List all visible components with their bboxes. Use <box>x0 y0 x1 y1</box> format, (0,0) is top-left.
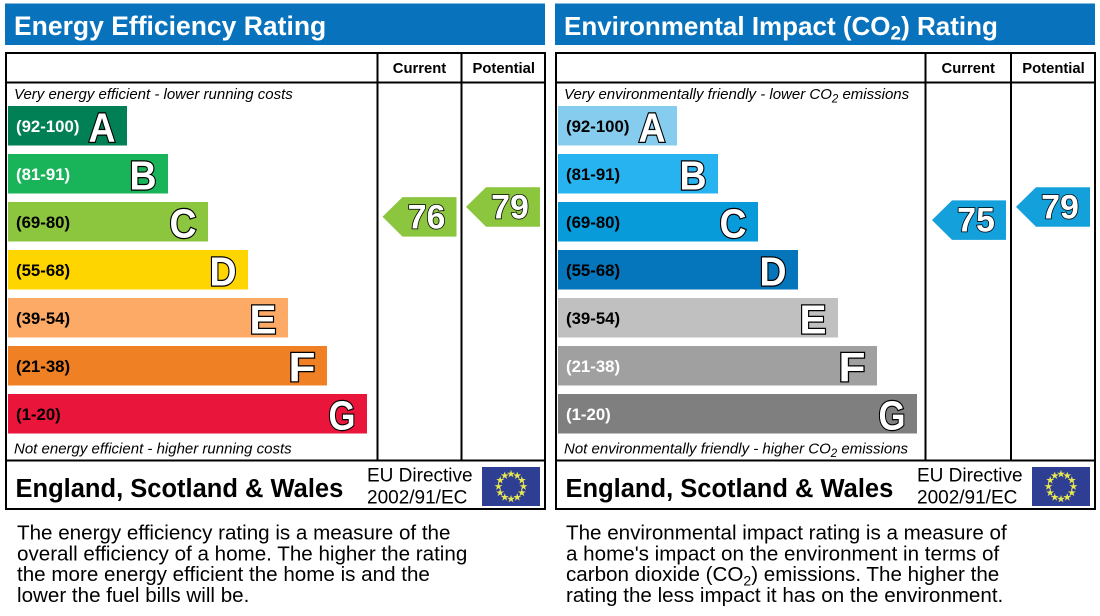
svg-text:Not energy efficient - higher: Not energy efficient - higher running co… <box>14 441 292 458</box>
svg-text:EU Directive: EU Directive <box>917 466 1023 487</box>
svg-text:75: 75 <box>957 202 995 240</box>
svg-text:A: A <box>89 105 116 151</box>
svg-text:(1-20): (1-20) <box>566 405 611 424</box>
svg-text:(69-80): (69-80) <box>16 213 70 232</box>
svg-text:the more energy efficient the: the more energy efficient the home is an… <box>17 563 430 586</box>
svg-text:(55-68): (55-68) <box>566 261 620 280</box>
svg-text:The energy efficiency rating i: The energy efficiency rating is a measur… <box>17 522 450 545</box>
svg-text:Environmental Impact (CO2) Rat: Environmental Impact (CO2) Rating <box>564 11 998 45</box>
svg-text:E: E <box>800 297 827 343</box>
svg-text:Potential: Potential <box>473 61 535 77</box>
svg-text:Energy Efficiency Rating: Energy Efficiency Rating <box>14 11 326 41</box>
svg-text:2002/91/EC: 2002/91/EC <box>917 488 1017 509</box>
svg-text:2002/91/EC: 2002/91/EC <box>367 488 467 509</box>
svg-text:A: A <box>639 105 666 151</box>
svg-text:E: E <box>250 297 277 343</box>
svg-text:G: G <box>329 393 356 439</box>
svg-text:(55-68): (55-68) <box>16 261 70 280</box>
svg-text:(21-38): (21-38) <box>16 357 70 376</box>
svg-text:Very environmentally friendly: Very environmentally friendly - lower CO… <box>564 86 910 106</box>
svg-text:Current: Current <box>393 61 447 77</box>
svg-text:B: B <box>680 153 707 199</box>
svg-text:(39-54): (39-54) <box>16 309 70 328</box>
svg-text:(1-20): (1-20) <box>16 405 61 424</box>
svg-text:(92-100): (92-100) <box>566 117 629 136</box>
svg-text:Not environmentally friendly -: Not environmentally friendly - higher CO… <box>564 441 909 461</box>
svg-text:79: 79 <box>1041 188 1079 226</box>
svg-text:Current: Current <box>942 61 996 77</box>
svg-text:D: D <box>210 249 237 295</box>
svg-text:England, Scotland & Wales: England, Scotland & Wales <box>566 475 894 503</box>
svg-text:79: 79 <box>491 188 529 226</box>
svg-text:G: G <box>879 393 906 439</box>
svg-text:F: F <box>839 345 866 391</box>
svg-text:overall efficiency of a home.: overall efficiency of a home. The higher… <box>17 542 467 565</box>
svg-text:rating the less impact it has: rating the less impact it has on the env… <box>566 584 1003 607</box>
svg-text:B: B <box>130 153 157 199</box>
svg-text:(81-91): (81-91) <box>16 165 70 184</box>
svg-text:England, Scotland & Wales: England, Scotland & Wales <box>16 475 344 503</box>
svg-text:(39-54): (39-54) <box>566 309 620 328</box>
svg-text:(92-100): (92-100) <box>16 117 79 136</box>
svg-text:F: F <box>289 345 316 391</box>
svg-text:C: C <box>170 201 197 247</box>
svg-text:(81-91): (81-91) <box>566 165 620 184</box>
svg-text:C: C <box>720 201 747 247</box>
svg-text:The environmental impact ratin: The environmental impact rating is a mea… <box>566 522 1007 545</box>
svg-text:carbon dioxide (CO2) emissions: carbon dioxide (CO2) emissions. The high… <box>566 563 999 589</box>
svg-text:76: 76 <box>408 198 446 236</box>
svg-text:EU Directive: EU Directive <box>367 466 473 487</box>
svg-text:lower the fuel bills will be.: lower the fuel bills will be. <box>17 584 249 607</box>
svg-text:Potential: Potential <box>1022 61 1084 77</box>
svg-text:D: D <box>760 249 787 295</box>
svg-text:(69-80): (69-80) <box>566 213 620 232</box>
svg-text:Very energy efficient - lower: Very energy efficient - lower running co… <box>14 86 293 103</box>
svg-text:a home's impact on the environ: a home's impact on the environment in te… <box>566 542 999 565</box>
svg-text:(21-38): (21-38) <box>566 357 620 376</box>
